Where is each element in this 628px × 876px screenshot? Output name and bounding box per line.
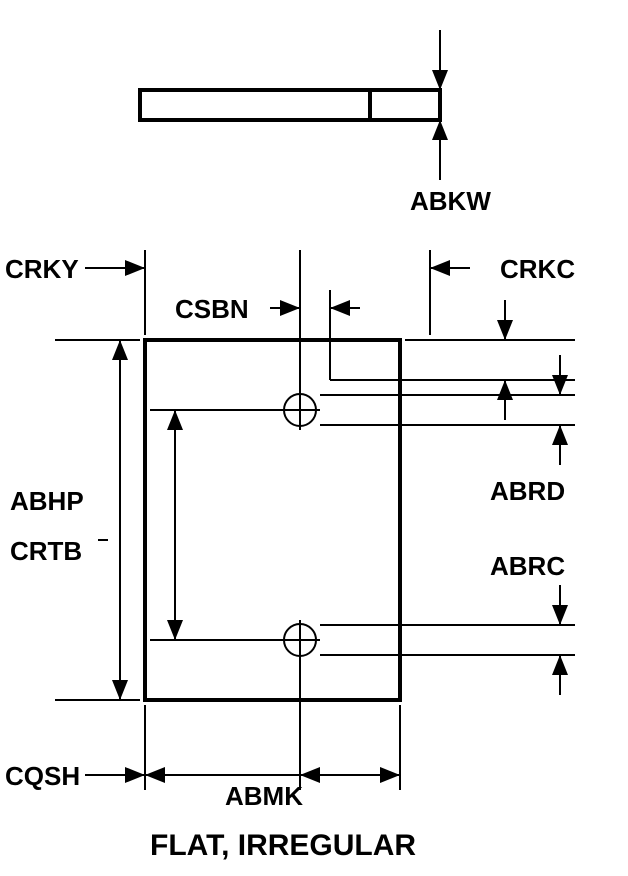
abrc-label: ABRC xyxy=(490,551,565,581)
crky-label: CRKY xyxy=(5,254,79,284)
abkw-label: ABKW xyxy=(410,186,491,216)
cqsh-label: CQSH xyxy=(5,761,80,791)
csbn-label: CSBN xyxy=(175,294,249,324)
abhp-label: ABHP xyxy=(10,486,84,516)
crtb-label: CRTB xyxy=(10,536,82,566)
abmk-label: ABMK xyxy=(225,781,303,811)
abrd-label: ABRD xyxy=(490,476,565,506)
crkc-label: CRKC xyxy=(500,254,575,284)
diagram-title: FLAT, IRREGULAR xyxy=(150,829,416,862)
engineering-diagram: ABKW ABHP CRTB CRKY xyxy=(0,0,628,876)
side-view-bar xyxy=(140,90,440,120)
